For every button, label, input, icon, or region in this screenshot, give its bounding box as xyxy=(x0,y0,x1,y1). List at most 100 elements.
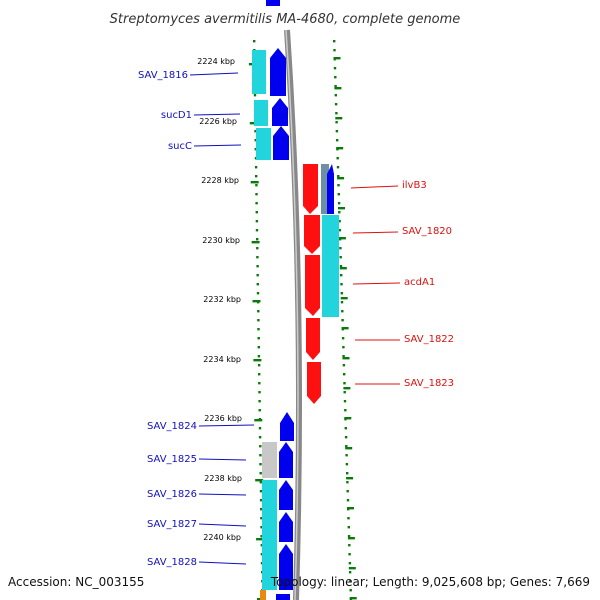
ruler-dot xyxy=(339,247,342,250)
ruler-dot xyxy=(254,166,258,169)
ruler-dash xyxy=(253,359,262,362)
gene-sucd1[interactable] xyxy=(272,98,288,126)
ruler-dot xyxy=(341,310,344,313)
ruler-dot xyxy=(342,355,345,358)
gene-label-sav-1826[interactable]: SAV_1826 xyxy=(147,489,197,500)
ruler-dot xyxy=(336,157,339,160)
gene-succ[interactable] xyxy=(273,126,289,160)
gene-label-sav-1823[interactable]: SAV_1823 xyxy=(404,378,454,389)
accession-text: Accession: NC_003155 xyxy=(8,575,144,589)
ruler-dot xyxy=(257,328,260,331)
gene-label-acda1[interactable]: acdA1 xyxy=(404,277,435,288)
gene-leader-line xyxy=(352,282,401,285)
gene-label-succ[interactable]: sucC xyxy=(168,141,192,152)
ruler-dot xyxy=(346,472,349,475)
gene-ilvb3[interactable] xyxy=(303,164,318,214)
gene-label-sav-1827[interactable]: SAV_1827 xyxy=(147,519,197,530)
ruler-dash xyxy=(349,597,357,600)
ruler-dot xyxy=(348,562,352,565)
ruler-dot xyxy=(258,427,262,430)
ruler-tick-label: 2238 kbp xyxy=(204,474,242,483)
ruler-dot xyxy=(255,193,258,196)
gene-label-sav-1822[interactable]: SAV_1822 xyxy=(404,334,454,345)
summary-text: Topology: linear; Length: 9,025,608 bp; … xyxy=(270,575,590,589)
gene-label-sav-1825[interactable]: SAV_1825 xyxy=(147,454,197,465)
ruler-dash xyxy=(341,327,349,330)
ruler-dot xyxy=(259,490,263,493)
gene-leader-line xyxy=(352,231,399,234)
ruler-dot xyxy=(340,274,343,277)
ruler-dash xyxy=(336,147,344,150)
gene-sav1816-track[interactable] xyxy=(252,50,266,94)
ruler-dash xyxy=(256,538,265,541)
gene-sav1827[interactable] xyxy=(279,512,293,542)
gene-label-sav-1820[interactable]: SAV_1820 xyxy=(402,226,452,237)
gene-block-upper-left xyxy=(252,48,289,160)
ruler-dash xyxy=(342,357,350,360)
ruler-dot xyxy=(338,229,342,232)
gene-sav1825-track[interactable] xyxy=(262,442,277,478)
ruler-dot xyxy=(258,373,261,376)
ruler-dot xyxy=(343,391,346,394)
gene-sav1822[interactable] xyxy=(306,318,320,360)
ruler-dot xyxy=(347,517,350,520)
gene-leader-line xyxy=(198,561,247,565)
ruler-labels: 2224 kbp 2226 kbp 2228 kbp 2230 kbp 2232 kbp… xyxy=(197,57,242,542)
gene-sucd1-track[interactable] xyxy=(254,100,268,126)
ruler-tick-label: 2228 kbp xyxy=(201,176,239,185)
gene-ilvb3-track[interactable] xyxy=(321,164,329,214)
gene-label-sucd1[interactable]: sucD1 xyxy=(161,110,192,121)
ruler-tick-label: 2224 kbp xyxy=(197,57,235,66)
ruler-dash xyxy=(333,57,341,60)
gene-sav1820[interactable] xyxy=(304,215,320,254)
ruler-dot xyxy=(258,400,261,403)
gene-sav1828[interactable] xyxy=(279,544,293,590)
gene-sav1826-track[interactable] xyxy=(262,480,277,590)
gene-label-sav-1828[interactable]: SAV_1828 xyxy=(147,557,197,568)
ruler-dot xyxy=(340,283,343,286)
ruler-dash xyxy=(340,297,348,300)
ruler-dot xyxy=(337,184,340,187)
ruler-tick-label: 2230 kbp xyxy=(202,236,240,245)
gene-label-sav-1824[interactable]: SAV_1824 xyxy=(147,421,197,432)
ruler-dot xyxy=(333,67,337,70)
ruler-dot xyxy=(256,265,259,268)
ruler-dot xyxy=(260,535,263,538)
right-gene-labels: ilvB3 SAV_1820 acdA1 SAV_1822 SAV_1823 xyxy=(350,180,454,389)
ruler-dot xyxy=(255,229,259,232)
ruler-dot xyxy=(342,364,346,367)
ruler-dot xyxy=(257,364,261,367)
gene-leader-line xyxy=(198,493,247,496)
left-gene-labels: SAV_1816 sucD1 sucC SAV_1824 SAV_1825 SAV_182… xyxy=(138,70,255,568)
ruler-dot xyxy=(260,544,263,547)
gene-ilvb3-blue[interactable] xyxy=(327,164,334,214)
ruler-dot xyxy=(336,166,340,169)
gene-sav1823[interactable] xyxy=(307,362,321,404)
gene-leader-line xyxy=(350,185,399,189)
ruler-tick-label: 2240 kbp xyxy=(203,533,241,542)
map-title: Streptomyces avermitilis MA-4680, comple… xyxy=(110,12,461,27)
ruler-dot xyxy=(259,463,262,466)
ruler-dot xyxy=(347,526,350,529)
gene-leader-line xyxy=(193,113,241,116)
ruler-dash xyxy=(335,117,343,120)
gene-label-ilvb3[interactable]: ilvB3 xyxy=(402,180,427,191)
ruler-dash xyxy=(334,87,342,90)
gene-label-sav-1816[interactable]: SAV_1816 xyxy=(138,70,188,81)
gene-acda1[interactable] xyxy=(305,255,320,316)
ruler-dash xyxy=(344,417,352,420)
ruler-dot xyxy=(260,526,263,529)
ruler-dot xyxy=(337,202,341,205)
ruler-dot xyxy=(258,409,261,412)
gene-sav1824[interactable] xyxy=(280,412,294,441)
gene-sav1826[interactable] xyxy=(279,480,293,510)
ruler-dot xyxy=(334,76,337,79)
gene-sav1816[interactable] xyxy=(270,48,286,96)
ruler-dash xyxy=(338,207,345,210)
ruler-dot xyxy=(256,247,259,250)
gene-sav1825[interactable] xyxy=(279,442,293,478)
gene-acda1-track[interactable] xyxy=(322,215,339,317)
gene-succ-track[interactable] xyxy=(256,128,271,160)
ruler-dot xyxy=(254,139,257,142)
